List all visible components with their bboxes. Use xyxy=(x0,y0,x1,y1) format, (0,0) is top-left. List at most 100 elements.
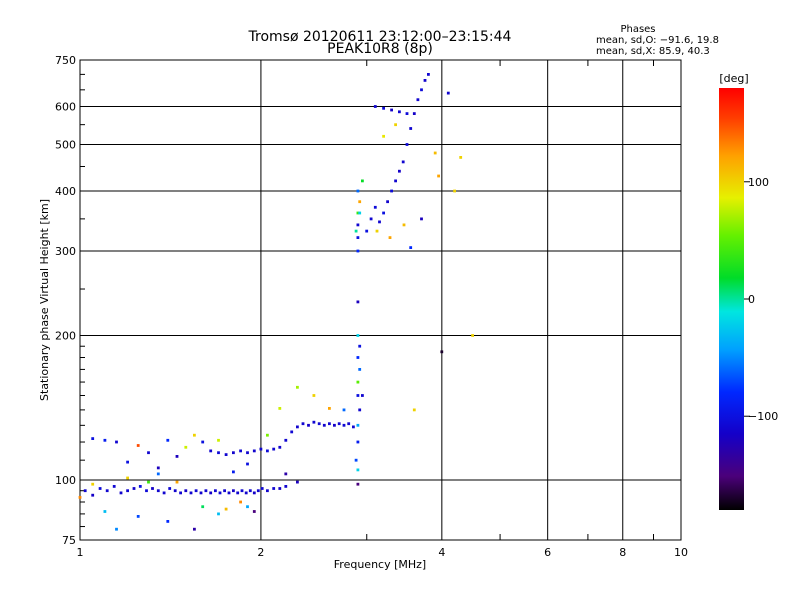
data-point xyxy=(266,449,269,453)
data-point xyxy=(126,476,129,480)
data-point xyxy=(252,510,256,513)
data-point xyxy=(232,451,235,455)
data-point xyxy=(240,489,244,493)
data-point xyxy=(356,440,360,444)
data-point xyxy=(342,408,346,412)
data-point xyxy=(356,482,360,486)
data-point xyxy=(199,491,203,495)
data-point xyxy=(217,438,220,442)
data-point xyxy=(112,485,116,488)
y-tick-label: 500 xyxy=(55,139,76,152)
data-point xyxy=(218,491,222,495)
phases-mean-x: mean, sd,X: 85.9, 40.3 xyxy=(596,46,710,57)
data-point xyxy=(168,487,172,490)
data-point xyxy=(284,485,288,488)
data-point xyxy=(115,440,118,444)
data-point xyxy=(266,433,269,437)
data-point xyxy=(232,470,235,474)
data-point xyxy=(278,407,282,410)
data-point xyxy=(356,468,360,472)
data-point xyxy=(328,422,331,426)
data-point xyxy=(354,229,358,233)
data-point xyxy=(398,169,401,173)
data-point xyxy=(217,512,220,516)
data-point xyxy=(356,189,360,193)
x-tick-label: 8 xyxy=(619,546,626,559)
data-point xyxy=(260,487,264,490)
data-point xyxy=(239,500,242,504)
data-point xyxy=(307,423,310,427)
data-point xyxy=(105,489,109,493)
y-tick-label: 750 xyxy=(55,54,76,67)
data-point xyxy=(322,423,326,427)
colorbar-tick-label: 0 xyxy=(748,293,755,306)
data-point xyxy=(214,489,217,493)
data-point xyxy=(296,425,299,429)
data-point xyxy=(184,489,188,493)
data-point xyxy=(151,487,154,490)
data-point xyxy=(173,489,177,493)
data-point xyxy=(361,394,364,397)
data-point xyxy=(440,350,444,354)
data-point xyxy=(423,79,427,82)
data-point xyxy=(409,246,413,249)
data-point xyxy=(373,205,377,209)
data-point xyxy=(83,489,87,493)
data-point xyxy=(382,134,385,138)
data-point xyxy=(204,489,208,493)
data-point xyxy=(394,179,397,183)
phases-title: Phases xyxy=(620,24,655,35)
x-tick-label: 1 xyxy=(77,546,84,559)
data-point xyxy=(246,462,249,466)
data-point xyxy=(317,422,321,426)
data-point xyxy=(312,394,316,397)
data-point xyxy=(147,451,150,455)
data-point xyxy=(136,515,140,518)
data-point xyxy=(356,211,360,215)
data-point xyxy=(217,451,220,455)
data-point xyxy=(138,485,142,488)
data-point xyxy=(103,438,107,442)
data-point xyxy=(115,527,118,531)
data-point xyxy=(224,507,228,511)
data-point xyxy=(375,229,379,233)
data-point xyxy=(98,487,102,490)
data-point xyxy=(284,472,288,476)
data-point xyxy=(184,445,188,449)
data-point xyxy=(156,466,160,470)
data-point xyxy=(388,236,392,239)
y-tick-label: 400 xyxy=(55,185,76,198)
data-point xyxy=(227,491,231,495)
data-point xyxy=(156,489,160,493)
colorbar-tick-label: 100 xyxy=(748,176,769,189)
data-point xyxy=(266,489,269,493)
data-point xyxy=(356,356,360,359)
data-point xyxy=(358,344,362,348)
data-point xyxy=(201,505,205,509)
data-point xyxy=(132,487,136,490)
data-point xyxy=(358,200,362,204)
phases-mean-o: mean, sd,O: −91.6, 19.8 xyxy=(596,35,719,46)
data-point xyxy=(91,437,95,440)
colorbar-ticks: 100 0 −100 xyxy=(744,176,778,423)
data-point xyxy=(209,449,213,453)
x-tick-label: 2 xyxy=(257,546,264,559)
data-point xyxy=(272,487,276,490)
y-tick-label: 200 xyxy=(55,330,76,343)
data-point xyxy=(358,408,362,412)
data-point xyxy=(352,425,355,429)
data-point xyxy=(91,482,95,486)
data-point xyxy=(290,430,294,434)
data-point xyxy=(278,445,282,449)
data-point xyxy=(193,527,196,531)
data-point xyxy=(162,491,166,495)
data-point xyxy=(386,200,389,204)
data-point xyxy=(236,491,240,495)
data-point xyxy=(459,156,463,159)
data-point xyxy=(382,106,385,110)
data-point xyxy=(284,438,288,442)
data-point xyxy=(412,408,416,412)
y-tick-label: 300 xyxy=(55,245,76,258)
